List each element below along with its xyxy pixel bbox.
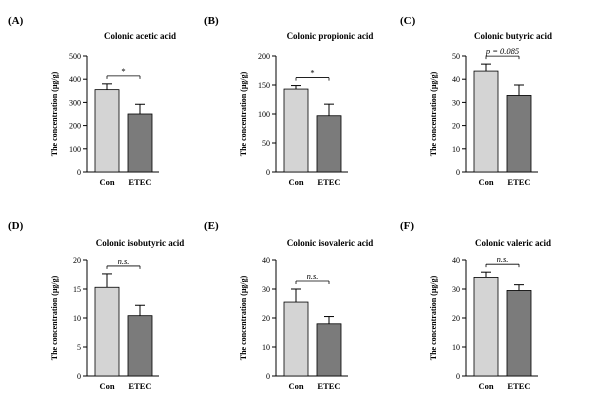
panel-3-bar-etec [506, 95, 532, 173]
panel-5-category-label-1: ETEC [317, 381, 340, 391]
panel-3-y-tick-label-5: 50 [452, 52, 460, 61]
panel-3-significance-label: p = 0.085 [485, 46, 519, 56]
panel-1-y-tick-label-1: 100 [69, 145, 81, 154]
panel-3-letter: (C) [400, 15, 416, 27]
panel-1-category-label-1: ETEC [128, 177, 151, 187]
panel-1-bar-con [94, 89, 120, 173]
panel-1-y-tick-label-4: 400 [69, 75, 81, 84]
panel-4-y-tick-label-0: 0 [77, 372, 81, 381]
panel-4-bar-con [94, 286, 120, 377]
panel-2-y-axis-label: The concentration (μg/g) [239, 71, 248, 156]
panel-4-category-label-1: ETEC [128, 381, 151, 391]
panel-4-significance-label: n.s. [118, 256, 130, 266]
panel-6-category-label-0: Con [478, 381, 493, 391]
panel-6-y-tick-label-2: 20 [452, 314, 460, 323]
panel-2-title: Colonic propionic acid [287, 31, 374, 41]
panel-4-y-axis-label: The concentration (μg/g) [50, 275, 59, 360]
panel-5-y-axis-label: The concentration (μg/g) [239, 275, 248, 360]
panel-1-bar-etec [127, 113, 153, 173]
panel-4-title: Colonic isobutyric acid [96, 238, 185, 248]
panel-2-y-tick-label-4: 200 [258, 52, 270, 61]
panel-5-significance-label: n.s. [307, 271, 319, 281]
panel-2-y-tick-label-3: 150 [258, 81, 270, 90]
panel-4-y-tick-label-3: 15 [73, 285, 81, 294]
panel-2-bar-con [283, 88, 309, 173]
panel-6-title: Colonic valeric acid [475, 238, 551, 248]
panel-6-category-label-1: ETEC [507, 381, 530, 391]
panel-6-y-axis-label: The concentration (μg/g) [429, 275, 438, 360]
panel-2-y-tick-label-1: 50 [262, 139, 270, 148]
panel-1-y-tick-label-3: 300 [69, 98, 81, 107]
panel-5-letter: (E) [204, 220, 219, 232]
panel-1-significance-label: * [121, 66, 125, 76]
panel-4-y-tick-label-1: 5 [77, 343, 81, 352]
panel-3-category-label-1: ETEC [507, 177, 530, 187]
panel-5-bar-etec [316, 323, 342, 377]
panel-6-y-tick-label-1: 10 [452, 343, 460, 352]
panel-5-y-tick-label-4: 40 [262, 256, 270, 265]
panel-4-y-tick-label-4: 20 [73, 256, 81, 265]
panel-4-letter: (D) [8, 220, 24, 232]
panel-5-y-tick-label-1: 10 [262, 343, 270, 352]
panel-2-category-label-0: Con [288, 177, 303, 187]
panel-3-y-tick-label-4: 40 [452, 75, 460, 84]
panel-4-y-tick-label-2: 10 [73, 314, 81, 323]
panel-5-y-tick-label-0: 0 [266, 372, 270, 381]
panel-5-bar-con [283, 301, 309, 377]
panel-3-y-tick-label-2: 20 [452, 122, 460, 131]
panel-3-y-tick-label-3: 30 [452, 98, 460, 107]
panel-1-y-tick-label-5: 500 [69, 52, 81, 61]
panel-1-y-tick-label-2: 200 [69, 122, 81, 131]
panel-4-bar-etec [127, 315, 153, 377]
panel-6-y-tick-label-3: 30 [452, 285, 460, 294]
panel-1-y-tick-label-0: 0 [77, 168, 81, 177]
panel-3-category-label-0: Con [478, 177, 493, 187]
panel-3-title: Colonic butyric acid [474, 31, 552, 41]
panel-2-y-tick-label-2: 100 [258, 110, 270, 119]
panel-2-y-tick-label-0: 0 [266, 168, 270, 177]
panel-2-significance-label: * [310, 68, 314, 78]
panel-3-y-tick-label-0: 0 [456, 168, 460, 177]
panel-3-y-axis-label: The concentration (μg/g) [429, 71, 438, 156]
panel-1-letter: (A) [8, 15, 24, 27]
panel-6-significance-label: n.s. [497, 254, 509, 264]
panel-2-letter: (B) [204, 15, 219, 27]
panel-6-letter: (F) [400, 220, 414, 232]
panel-6-bar-con [473, 276, 499, 377]
panel-5-y-tick-label-2: 20 [262, 314, 270, 323]
panel-6-y-tick-label-4: 40 [452, 256, 460, 265]
panel-2-category-label-1: ETEC [317, 177, 340, 187]
panel-1-title: Colonic acetic acid [104, 31, 176, 41]
panel-5-category-label-0: Con [288, 381, 303, 391]
panel-1-category-label-0: Con [99, 177, 114, 187]
panel-6-y-tick-label-0: 0 [456, 372, 460, 381]
panel-6-bar-etec [506, 290, 532, 377]
panel-5-y-tick-label-3: 30 [262, 285, 270, 294]
panel-4-category-label-0: Con [99, 381, 114, 391]
panel-5-title: Colonic isovaleric acid [287, 238, 374, 248]
panel-3-bar-con [473, 70, 499, 173]
panel-3-y-tick-label-1: 10 [452, 145, 460, 154]
panel-1-y-axis-label: The concentration (μg/g) [50, 71, 59, 156]
panel-2-bar-etec [316, 115, 342, 173]
